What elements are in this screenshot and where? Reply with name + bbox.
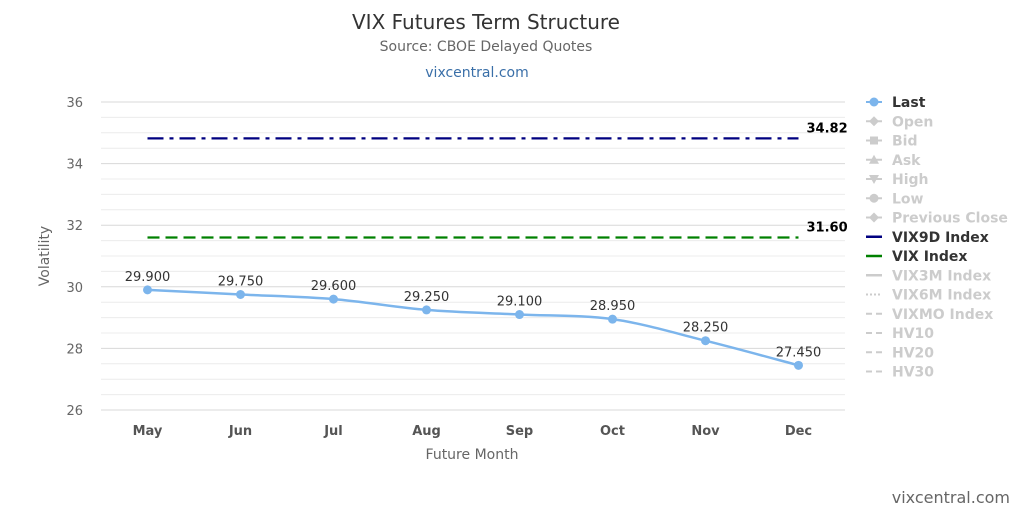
data-label: 29.750 xyxy=(218,275,264,290)
legend-label: Low xyxy=(892,191,924,207)
legend-label: Last xyxy=(892,95,926,111)
legend-item[interactable]: VIX Index xyxy=(866,249,967,265)
data-label: 28.950 xyxy=(590,299,636,314)
credit[interactable]: vixcentral.com xyxy=(892,488,1010,507)
x-tick-label: Sep xyxy=(506,424,534,439)
y-tick-label: 28 xyxy=(66,342,83,357)
source-link[interactable]: vixcentral.com xyxy=(425,65,528,81)
y-axis-label: Volatility xyxy=(37,226,53,286)
legend-item[interactable]: Low xyxy=(866,191,924,207)
y-tick-label: 30 xyxy=(66,281,83,296)
legend-label: VIXMO Index xyxy=(892,307,993,323)
data-point[interactable] xyxy=(794,360,803,370)
legend-item[interactable]: Open xyxy=(866,114,933,130)
legend: Last Open Bid Ask High Low Previous Close VIX9D… xyxy=(866,95,1008,381)
x-tick-label: Jun xyxy=(228,424,252,439)
y-axis-ticks: 26 28 30 32 34 36 xyxy=(66,96,83,419)
data-point[interactable] xyxy=(701,336,710,346)
legend-symbol xyxy=(869,193,879,203)
data-point[interactable] xyxy=(236,290,245,299)
data-label: 29.250 xyxy=(404,290,450,305)
x-tick-label: Aug xyxy=(412,424,441,439)
legend-symbol xyxy=(869,116,879,127)
legend-symbol xyxy=(869,175,879,184)
legend-item[interactable]: High xyxy=(866,172,929,188)
legend-label: VIX9D Index xyxy=(892,230,989,246)
x-tick-label: Oct xyxy=(600,424,625,439)
data-label: 29.600 xyxy=(311,279,357,294)
legend-item[interactable]: Bid xyxy=(866,134,918,150)
legend-item[interactable]: VIX6M Index xyxy=(866,288,991,304)
data-point[interactable] xyxy=(329,294,338,304)
data-label: 28.250 xyxy=(683,321,729,336)
data-point[interactable] xyxy=(608,314,617,324)
legend-label: HV10 xyxy=(892,326,934,342)
data-point[interactable] xyxy=(143,285,152,295)
legend-item[interactable]: VIXMO Index xyxy=(866,307,993,323)
data-label: 27.450 xyxy=(776,345,822,360)
data-label: 29.100 xyxy=(497,295,543,310)
y-tick-label: 34 xyxy=(66,158,83,173)
x-axis-ticks: May Jun Jul Aug Sep Oct Nov Dec xyxy=(133,424,813,439)
series-last[interactable]: 29.900 29.750 29.600 29.250 29.100 28.950 28.2… xyxy=(125,270,822,370)
legend-item[interactable]: Last xyxy=(866,95,926,111)
legend-symbol xyxy=(869,212,879,223)
x-tick-label: Jul xyxy=(323,424,343,439)
legend-label: VIX Index xyxy=(892,249,967,265)
chart-subtitle: Source: CBOE Delayed Quotes xyxy=(380,39,593,55)
data-point[interactable] xyxy=(422,305,431,315)
legend-item[interactable]: HV10 xyxy=(866,326,934,342)
legend-label: HV20 xyxy=(892,345,934,361)
grid xyxy=(101,101,845,411)
chart-title: VIX Futures Term Structure xyxy=(352,10,620,34)
legend-label: VIX3M Index xyxy=(892,268,991,284)
data-label: 29.900 xyxy=(125,270,171,285)
legend-label: Previous Close xyxy=(892,211,1008,227)
legend-label: Ask xyxy=(892,153,921,169)
reference-line-label: 34.82 xyxy=(807,121,848,136)
legend-symbol xyxy=(870,136,878,145)
reference-lines: 34.82 31.60 xyxy=(147,121,848,239)
series-line xyxy=(147,288,799,367)
legend-label: VIX6M Index xyxy=(892,288,991,304)
y-tick-label: 32 xyxy=(66,219,83,234)
reference-line-label: 31.60 xyxy=(807,221,848,236)
legend-label: HV30 xyxy=(892,365,934,381)
legend-item[interactable]: Previous Close xyxy=(866,211,1008,227)
y-tick-label: 36 xyxy=(66,96,83,111)
legend-item[interactable]: Ask xyxy=(866,153,921,169)
x-tick-label: Nov xyxy=(691,424,720,439)
legend-item[interactable]: HV20 xyxy=(866,345,934,361)
y-tick-label: 26 xyxy=(66,404,83,419)
legend-symbol xyxy=(869,97,879,107)
x-tick-label: May xyxy=(133,424,163,439)
legend-label: Open xyxy=(892,114,933,130)
legend-item[interactable]: VIX9D Index xyxy=(866,230,989,246)
data-point[interactable] xyxy=(515,310,524,320)
x-tick-label: Dec xyxy=(785,424,812,439)
x-axis-label: Future Month xyxy=(426,447,519,463)
legend-item[interactable]: HV30 xyxy=(866,365,934,381)
legend-item[interactable]: VIX3M Index xyxy=(866,268,991,284)
legend-symbol xyxy=(869,154,879,164)
legend-label: High xyxy=(892,172,929,188)
legend-label: Bid xyxy=(892,134,918,150)
